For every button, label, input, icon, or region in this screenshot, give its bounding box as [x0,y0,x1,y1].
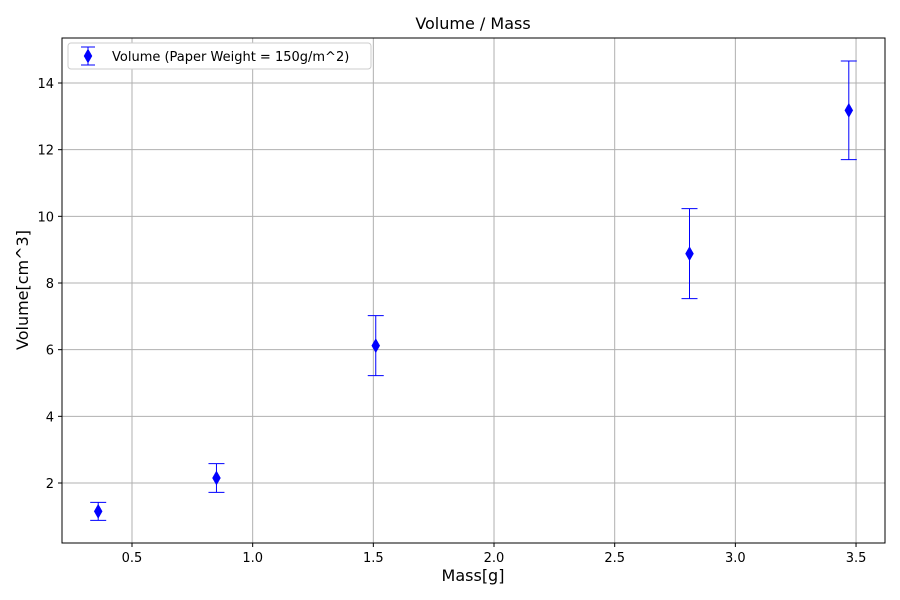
x-tick-label: 2.0 [484,551,505,566]
x-tick-label: 1.5 [363,551,384,566]
y-tick-label: 6 [46,344,54,359]
data-point [685,246,694,262]
y-tick-label: 4 [46,410,54,425]
x-tick-label: 3.5 [846,551,867,566]
y-tick-label: 8 [46,277,54,292]
x-tick-label: 2.5 [604,551,625,566]
axis-ticks: 0.5 1.0 1.5 2.0 2.5 3.0 3.5 2 4 6 8 10 12 14 [37,77,866,566]
y-tick-label: 14 [37,77,54,92]
y-tick-label: 2 [46,477,54,492]
x-axis-label: Mass[g] [442,566,505,585]
plot-area [61,37,886,544]
legend-box [67,42,372,70]
data-point [844,102,854,118]
y-tick-label: 12 [37,144,54,159]
data-point [371,338,381,354]
x-tick-label: 3.0 [725,551,746,566]
data-point [212,470,221,486]
x-tick-label: 0.5 [122,551,143,566]
legend-marker [81,46,95,66]
grid [62,38,885,543]
chart-title: Volume / Mass [415,14,530,33]
y-axis-label: Volume[cm^3] [13,230,32,350]
data-point [93,503,103,519]
data-series [90,60,857,521]
y-tick-label: 10 [37,210,54,225]
x-tick-label: 1.0 [242,551,263,566]
legend-label: Volume (Paper Weight = 150g/m^2) [112,50,349,65]
legend-diamond [83,48,93,64]
legend: Volume (Paper Weight = 150g/m^2) [67,42,372,70]
